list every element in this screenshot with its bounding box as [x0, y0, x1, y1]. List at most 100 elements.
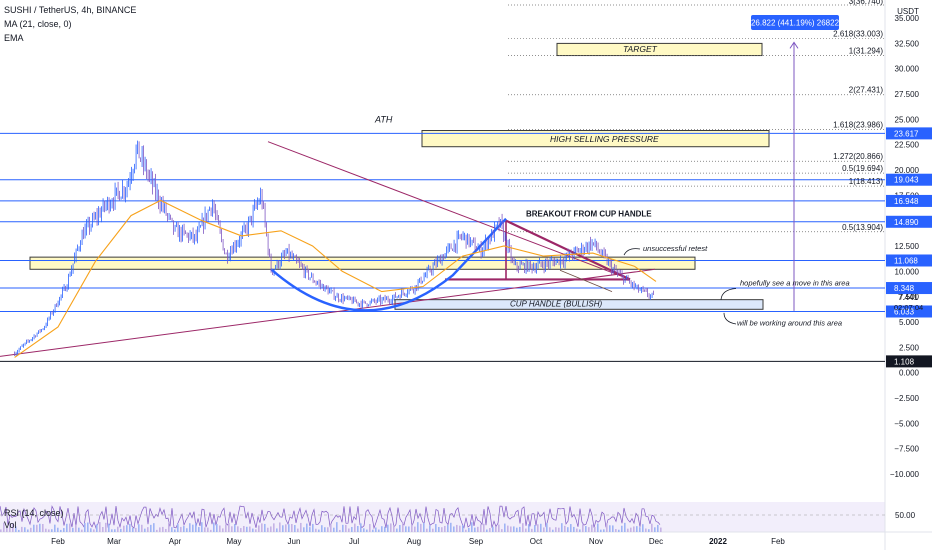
volume-bar	[648, 529, 650, 532]
volume-bar	[558, 527, 560, 532]
volume-bar	[549, 527, 551, 532]
volume-bar	[252, 528, 254, 532]
y-tick-label: 22.500	[895, 141, 920, 150]
price-tag-label: 6.033	[894, 307, 915, 316]
volume-bar	[294, 525, 296, 532]
volume-bar	[30, 527, 32, 532]
volume-bar	[561, 523, 563, 532]
volume-bar	[102, 527, 104, 532]
rsi-axis-label: 50.00	[895, 511, 916, 520]
price-tag-label: 8.348	[894, 284, 915, 293]
volume-bar	[342, 524, 344, 532]
volume-bar	[45, 528, 47, 532]
volume-bar	[387, 524, 389, 532]
volume-bar	[411, 524, 413, 532]
volume-bar	[576, 528, 578, 532]
volume-bar	[246, 526, 248, 532]
fib-label: 1.618(23.986)	[833, 121, 883, 130]
y-tick-label: 35.000	[895, 14, 920, 23]
volume-bar	[564, 525, 566, 532]
volume-bar	[450, 522, 452, 532]
annotation-high-selling: HIGH SELLING PRESSURE	[550, 134, 659, 144]
price-tag-label: 19.043	[894, 176, 919, 185]
volume-bar	[174, 529, 176, 532]
volume-bar	[591, 524, 593, 532]
volume-bar	[81, 529, 83, 532]
volume-bar	[327, 527, 329, 532]
fib-label: 0.5(19.694)	[842, 164, 883, 173]
volume-bar	[639, 527, 641, 532]
volume-bar	[213, 522, 215, 532]
volume-bar	[399, 525, 401, 532]
volume-bar	[267, 527, 269, 532]
volume-bar	[573, 526, 575, 532]
volume-bar	[408, 526, 410, 532]
volume-bar	[417, 522, 419, 532]
x-tick-label: Nov	[589, 537, 603, 546]
volume-bar	[198, 527, 200, 532]
legend-vol[interactable]: Vol	[4, 520, 17, 530]
volume-bar	[510, 526, 512, 532]
legend-rsi[interactable]: RSI (14, close)	[4, 508, 64, 518]
y-tick-label: −10.000	[890, 470, 920, 479]
rising-trendline	[0, 268, 656, 357]
volume-bar	[9, 523, 11, 532]
volume-bar	[396, 528, 398, 532]
x-tick-label: Mar	[107, 537, 121, 546]
volume-bar	[27, 529, 29, 532]
volume-bar	[99, 522, 101, 532]
volume-bar	[459, 525, 461, 532]
price-tag-box	[886, 173, 932, 186]
volume-bar	[477, 526, 479, 532]
y-tick-label: 20.000	[895, 166, 920, 175]
volume-bar	[615, 529, 617, 532]
volume-bar	[528, 524, 530, 532]
volume-bar	[54, 524, 56, 532]
volume-bar	[483, 523, 485, 532]
price-tag-box	[886, 282, 932, 295]
volume-bar	[369, 524, 371, 532]
legend-ma[interactable]: MA (21, close, 0)	[4, 19, 72, 29]
volume-bar	[153, 523, 155, 532]
volume-bar	[612, 525, 614, 532]
volume-bar	[660, 527, 662, 532]
volume-bar	[69, 523, 71, 532]
volume-bar	[423, 522, 425, 532]
volume-bar	[567, 527, 569, 532]
volume-bar	[636, 526, 638, 532]
volume-bar	[96, 524, 98, 532]
volume-bar	[168, 522, 170, 532]
price-tag-label: 23.617	[894, 129, 919, 138]
volume-bar	[570, 524, 572, 532]
high-selling-pressure-box	[421, 130, 770, 148]
volume-bar	[525, 528, 527, 532]
volume-bar	[90, 528, 92, 532]
volume-bar	[321, 525, 323, 532]
volume-bar	[180, 526, 182, 532]
legend-symbol[interactable]: SUSHI / TetherUS, 4h, BINANCE	[4, 5, 137, 15]
volume-bar	[345, 524, 347, 532]
volume-bar	[138, 524, 140, 532]
volume-bar	[234, 523, 236, 532]
volume-bar	[12, 523, 14, 532]
volume-bar	[462, 524, 464, 532]
volume-bar	[468, 527, 470, 532]
volume-bar	[279, 522, 281, 532]
volume-bar	[405, 526, 407, 532]
price-tag-box	[886, 254, 932, 267]
volume-bar	[282, 525, 284, 532]
volume-bar	[57, 527, 59, 532]
fib-label: 1(31.294)	[849, 47, 884, 56]
volume-bar	[276, 528, 278, 532]
volume-bar	[519, 526, 521, 532]
volume-bar	[375, 527, 377, 532]
volume-bar	[129, 523, 131, 532]
volume-bar	[489, 528, 491, 532]
legend-ema[interactable]: EMA	[4, 33, 24, 43]
x-tick-label: Jun	[288, 537, 301, 546]
volume-bar	[240, 528, 242, 532]
volume-bar	[363, 528, 365, 532]
price-tag-box	[886, 215, 932, 228]
